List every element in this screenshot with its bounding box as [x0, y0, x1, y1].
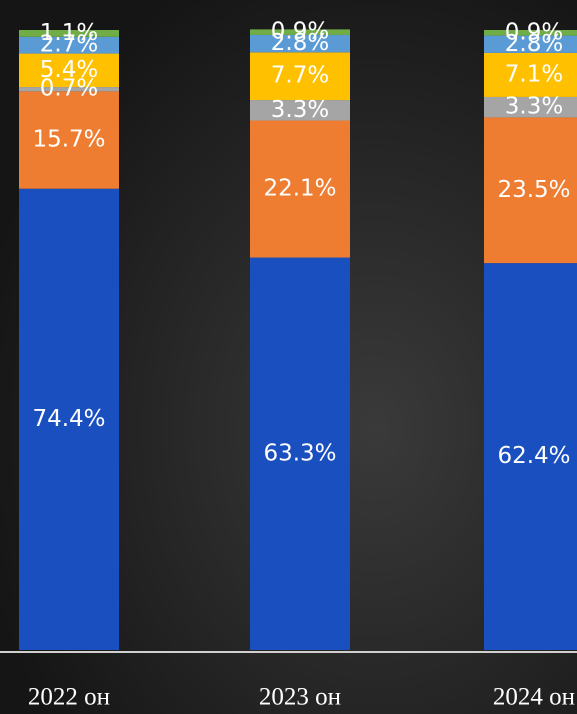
bar-segment: [484, 30, 577, 36]
bar-segment: [19, 53, 119, 88]
bar-segment: [484, 35, 577, 53]
data-label: 0.9%: [271, 19, 329, 45]
data-label: 62.4%: [497, 443, 570, 469]
data-label: 0.9%: [505, 19, 563, 45]
data-label: 5.4%: [40, 57, 98, 83]
bar-segment: [19, 87, 119, 92]
data-label: 2.7%: [40, 32, 98, 58]
data-label: 22.1%: [263, 176, 336, 202]
bar-segment: [484, 96, 577, 118]
bar-segment: [484, 117, 577, 264]
bar-segment: [484, 263, 577, 650]
data-label: 0.7%: [40, 76, 98, 102]
bar-segment: [250, 29, 350, 35]
data-label: 3.3%: [271, 97, 329, 123]
data-label: 2.8%: [271, 30, 329, 56]
data-label: 15.7%: [32, 127, 105, 153]
x-tick-label: 2023 он: [259, 684, 341, 711]
data-label: 3.3%: [505, 94, 563, 120]
bar-segment: [250, 120, 350, 258]
bar-segment: [250, 34, 350, 53]
bar-segment: [250, 52, 350, 101]
x-tick-label: 2024 он: [493, 684, 575, 711]
plot-area: 74.4% 15.7% 0.7%5.4%2.7%1.1% 63.3% 22.1% 3.3%…: [19, 19, 577, 650]
data-label: 2.8%: [505, 31, 563, 57]
bar-segment: [250, 257, 350, 650]
data-label: 74.4%: [32, 406, 105, 432]
data-label: 23.5%: [497, 177, 570, 203]
bar-segment: [19, 36, 119, 54]
data-label: 7.7%: [271, 63, 329, 89]
data-label: 7.1%: [505, 61, 563, 87]
bar-segment: [19, 91, 119, 189]
bar-segment: [484, 52, 577, 97]
bar-segment: [19, 30, 119, 37]
data-label: 1.1%: [40, 20, 98, 46]
bar-segment: [250, 100, 350, 121]
bar-segment: [19, 188, 119, 650]
data-label: 63.3%: [263, 440, 336, 466]
x-tick-label: 2022 он: [28, 684, 110, 711]
